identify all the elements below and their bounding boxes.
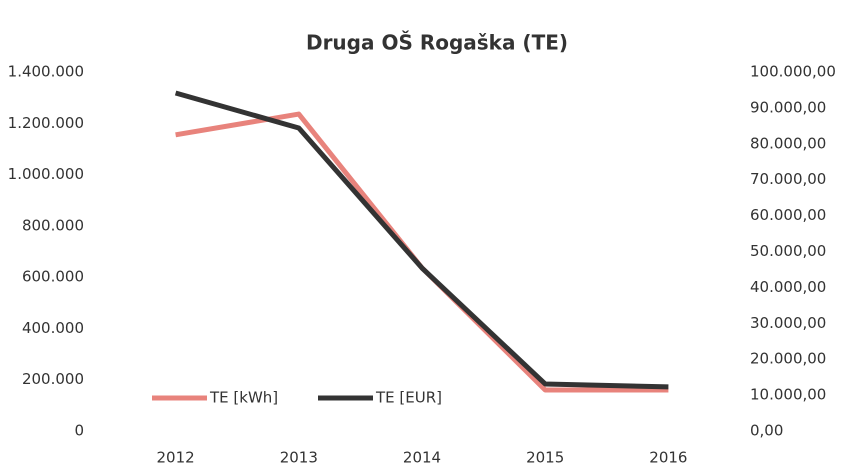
- x-tick-label: 2016: [649, 449, 687, 467]
- y2-tick-label: 50.000,00: [750, 242, 826, 260]
- series-line: [175, 111, 669, 393]
- y2-tick-label: 60.000,00: [750, 206, 826, 224]
- y-tick-label: 400.000: [22, 319, 84, 337]
- y2-tick-label: 10.000,00: [750, 386, 826, 404]
- x-tick-label: 2013: [280, 449, 318, 467]
- y2-tick-label: 70.000,00: [750, 170, 826, 188]
- y2-tick-label: 20.000,00: [750, 350, 826, 368]
- y2-tick-label: 40.000,00: [750, 278, 826, 296]
- y-tick-label: 1.000.000: [8, 165, 84, 183]
- series-line: [174, 90, 669, 390]
- legend-label: TE [EUR]: [375, 389, 442, 407]
- y-tick-label: 600.000: [22, 268, 84, 286]
- chart-title: Druga OŠ Rogaška (TE): [306, 31, 568, 55]
- x-tick-label: 2015: [526, 449, 564, 467]
- x-tick-label: 2014: [403, 449, 441, 467]
- y-tick-label: 1.400.000: [8, 63, 84, 81]
- y2-tick-label: 80.000,00: [750, 134, 826, 152]
- y2-tick-label: 100.000,00: [750, 63, 836, 81]
- y-tick-label: 0: [74, 422, 84, 440]
- y-tick-label: 800.000: [22, 216, 84, 234]
- y-tick-label: 1.200.000: [8, 114, 84, 132]
- y2-tick-label: 0,00: [750, 422, 783, 440]
- legend-label: TE [kWh]: [209, 389, 278, 407]
- x-tick-label: 2012: [157, 449, 195, 467]
- y2-tick-label: 90.000,00: [750, 98, 826, 116]
- y-tick-label: 200.000: [22, 370, 84, 388]
- y2-tick-label: 30.000,00: [750, 314, 826, 332]
